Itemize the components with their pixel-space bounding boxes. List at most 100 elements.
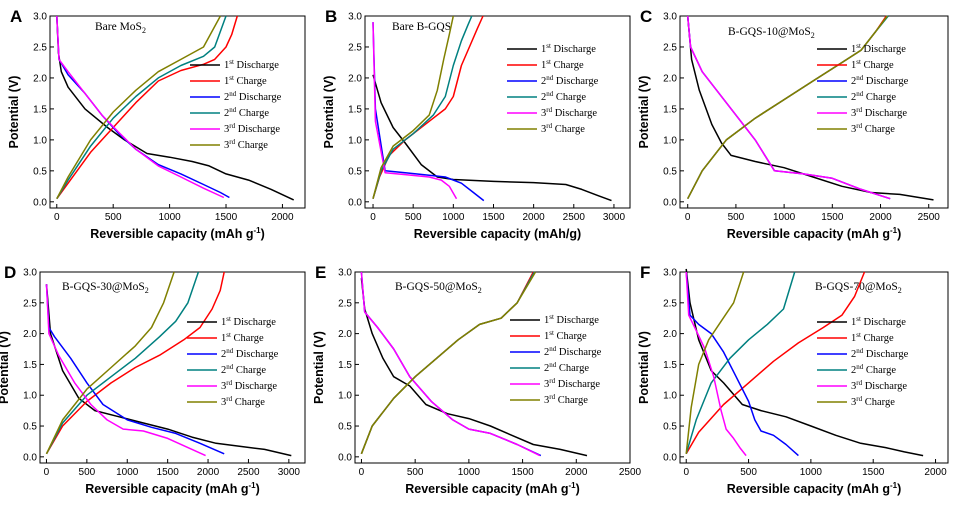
x-axis-label: Reversible capacity (mAh/g) [414,227,581,241]
series-line-1st-charge [45,271,225,455]
legend-entry: 2nd Discharge [221,347,279,360]
x-tick-label: 2000 [523,212,546,223]
x-axis-label: Reversible capacity (mAh g-1) [90,226,265,241]
panel-letter: D [4,263,16,282]
legend-entry: 3rd Charge [221,395,265,408]
legend-entry: 1st Charge [221,331,264,344]
legend-entry: 3rd Discharge [544,377,600,390]
y-tick-label: 0.0 [23,452,37,463]
legend-entry: 1st Discharge [541,42,596,55]
x-tick-label: 2000 [924,467,947,478]
y-tick-label: 1.5 [338,360,352,371]
legend-entry: 3rd Discharge [541,106,597,119]
x-axis-label: Reversible capacity (mAh g-1) [727,226,902,241]
y-tick-label: 1.0 [23,391,37,402]
legend-entry: 1st Charge [224,74,267,87]
legend-entry: 3rd Discharge [224,122,280,135]
legend-entry: 3rd Discharge [851,379,907,392]
series-line-2nd-charge [372,15,473,199]
legend-entry: 3rd Discharge [221,379,277,392]
y-tick-label: 2.5 [663,298,677,309]
legend-entry: 1st Charge [851,58,894,71]
x-axis-label: Reversible capacity (mAh g-1) [405,481,580,496]
sample-label: B-GQS-10@MoS2 [728,26,815,40]
x-tick-label: 3000 [278,467,301,478]
series-line-2nd-discharge [372,22,485,202]
y-tick-label: 3.0 [338,268,352,279]
series-line-2nd-charge [360,271,536,455]
x-tick-label: 2500 [918,212,941,223]
plot-frame [679,15,949,209]
y-tick-label: 2.5 [348,42,362,53]
legend-entry: 2nd Discharge [541,74,599,87]
x-tick-label: 2500 [619,467,642,478]
legend-entry: 2nd Discharge [851,74,909,87]
y-tick-label: 3.0 [663,268,677,279]
x-tick-label: 0 [359,467,365,478]
y-tick-label: 2.5 [33,42,47,53]
panel-letter: A [10,7,22,26]
x-tick-label: 2000 [197,467,220,478]
x-axis-label: Reversible capacity (mAh g-1) [727,481,902,496]
x-tick-label: 1000 [458,467,481,478]
x-tick-label: 500 [79,467,96,478]
x-tick-label: 1000 [116,467,139,478]
legend-entry: 3rd Charge [224,138,268,151]
series-line-3rd-charge [687,15,888,200]
x-tick-label: 0 [44,467,50,478]
legend-entry: 1st Discharge [544,313,599,326]
y-tick-label: 0.5 [33,166,47,177]
series-line-3rd-discharge [360,271,541,457]
series-line-3rd-charge [56,15,222,200]
series-line-3rd-discharge [686,15,891,200]
y-tick-label: 1.5 [348,104,362,115]
y-tick-label: 1.5 [23,360,37,371]
panel-letter: E [315,263,326,282]
plot-frame [49,15,306,209]
series-line-1st-charge [685,271,866,455]
y-tick-label: 0.0 [348,197,362,208]
series-line-2nd-charge [685,271,796,455]
y-tick-label: 1.5 [663,104,677,115]
panel-b: B Bare B-GQS 0 500 1000 1500 2000 2500 3000 0.0 0.… [322,7,631,241]
y-tick-label: 0.0 [663,197,677,208]
y-tick-label: 3.0 [23,268,37,279]
legend-entry: 3rd Discharge [851,106,907,119]
y-tick-label: 0.5 [348,166,362,177]
legend-entry: 3rd Charge [544,393,588,406]
legend-entry: 2nd Charge [224,106,269,119]
x-tick-label: 500 [105,212,122,223]
y-tick-label: 0.0 [33,197,47,208]
series-line-3rd-discharge [685,271,747,457]
sample-label: Bare B-GQS [392,21,451,33]
y-axis-label: Potential (V) [7,76,21,149]
y-tick-label: 1.0 [348,135,362,146]
series-line-2nd-discharge [685,271,799,457]
plot-frame [679,271,949,464]
series-line-3rd-discharge [56,15,225,199]
y-tick-label: 1.5 [663,360,677,371]
x-tick-label: 500 [407,467,424,478]
x-tick-label: 0 [370,212,376,223]
legend-entry: 1st Discharge [851,315,906,328]
panel-c: C B-GQS-10@MoS2 0 500 1000 1500 2000 2500 0.0 0.5… [637,7,949,241]
x-tick-label: 500 [405,212,422,223]
legend-entry: 1st Discharge [224,58,279,71]
series-line-2nd-charge [45,271,200,455]
y-tick-label: 1.5 [33,104,47,115]
y-tick-label: 3.0 [348,12,362,23]
x-tick-label: 1500 [482,212,505,223]
y-tick-label: 3.0 [33,12,47,23]
plot-frame [364,15,631,209]
panel-letter: C [640,7,652,26]
y-tick-label: 0.0 [338,452,352,463]
series-line-1st-discharge [360,278,588,457]
x-tick-label: 500 [740,467,757,478]
y-tick-label: 2.0 [348,73,362,84]
legend-entry: 2nd Charge [221,363,266,376]
x-tick-label: 0 [683,467,689,478]
y-axis-label: Potential (V) [637,76,651,149]
y-tick-label: 2.5 [338,298,352,309]
sample-label: Bare MoS2 [95,21,146,35]
